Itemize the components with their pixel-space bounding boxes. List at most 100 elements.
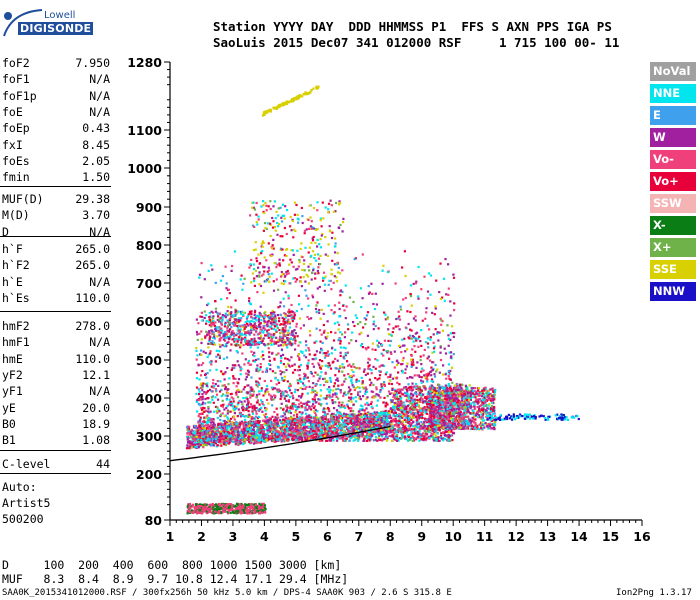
echo-point: [456, 383, 459, 386]
echo-point: [417, 389, 420, 392]
echo-point: [315, 327, 318, 330]
echo-point: [207, 407, 210, 410]
echo-point: [385, 418, 388, 421]
echo-point: [435, 434, 438, 438]
echo-point: [297, 421, 300, 424]
echo-point: [215, 429, 218, 432]
echo-point: [281, 390, 284, 393]
echo-point: [378, 370, 381, 373]
echo-point: [416, 432, 419, 435]
echo-point: [207, 432, 210, 435]
echo-point: [361, 386, 364, 389]
echo-point: [404, 414, 407, 417]
echo-point: [237, 430, 240, 433]
echo-point: [328, 391, 331, 394]
echo-point: [359, 344, 363, 347]
echo-point: [297, 294, 300, 297]
echo-point: [203, 428, 206, 431]
echo-point: [349, 398, 352, 401]
echo-point: [305, 386, 308, 389]
echo-point: [195, 349, 198, 352]
echo-point: [305, 344, 308, 347]
echo-point: [217, 353, 220, 356]
echo-point: [375, 418, 378, 421]
echo-point: [326, 431, 329, 434]
echo-point: [295, 423, 298, 426]
echo-point: [353, 388, 356, 392]
echo-point: [288, 429, 291, 432]
echo-point: [251, 407, 254, 410]
echo-point: [211, 428, 214, 431]
echo-point: [271, 370, 274, 373]
echo-point: [323, 352, 326, 355]
param-value: N/A: [89, 72, 110, 87]
echo-point: [227, 431, 230, 434]
echo-point: [382, 418, 385, 422]
echo-point: [368, 419, 371, 422]
echo-point: [452, 353, 455, 356]
echo-point: [222, 419, 225, 423]
echo-point: [388, 382, 391, 385]
echo-point: [330, 416, 333, 419]
echo-point: [421, 427, 424, 430]
echo-point: [364, 425, 367, 428]
echo-point: [436, 368, 439, 371]
echo-point: [366, 311, 370, 314]
echo-point: [276, 431, 279, 434]
echo-point: [367, 365, 370, 368]
echo-point: [388, 434, 391, 437]
echo-point: [246, 438, 249, 442]
echo-point: [392, 414, 395, 417]
echo-point: [200, 432, 204, 435]
echo-point: [338, 401, 341, 404]
echo-point: [247, 359, 250, 363]
echo-point: [363, 409, 366, 412]
echo-point: [312, 267, 315, 270]
echo-point: [302, 431, 305, 434]
echo-point: [273, 424, 276, 427]
echo-point: [380, 427, 383, 430]
echo-point: [389, 431, 392, 434]
echo-point: [434, 436, 437, 439]
echo-point: [258, 275, 261, 278]
header-values: SaoLuis 2015 Dec07 341 012000 RSF 1 715 …: [213, 35, 620, 50]
echo-point: [298, 428, 301, 431]
echo-point: [195, 346, 198, 350]
echo-point: [327, 353, 330, 356]
echo-point: [348, 296, 352, 299]
param-name: h`F2: [2, 258, 30, 273]
echo-point: [336, 429, 339, 432]
echo-point: [433, 394, 436, 398]
echo-point: [380, 416, 383, 419]
echo-point: [312, 406, 316, 409]
echo-point: [419, 433, 422, 436]
echo-point: [260, 355, 263, 358]
echo-point: [297, 424, 300, 427]
echo-point: [254, 322, 257, 325]
echo-point: [328, 428, 331, 431]
echo-point: [252, 417, 255, 420]
echo-point: [319, 246, 322, 249]
echo-point: [207, 342, 210, 345]
echo-point: [248, 440, 251, 444]
echo-point: [198, 424, 201, 427]
echo-point: [311, 386, 314, 389]
echo-point: [425, 398, 428, 401]
echo-point: [300, 434, 303, 437]
echo-point: [248, 300, 251, 303]
echo-point: [225, 439, 228, 442]
param-name: fmin: [2, 170, 30, 185]
echo-point: [231, 437, 234, 440]
echo-point: [267, 390, 270, 393]
echo-point: [369, 384, 372, 387]
echo-point: [222, 431, 225, 434]
echo-point: [349, 425, 352, 429]
echo-point: [338, 323, 341, 326]
echo-point: [365, 318, 368, 321]
echo-point: [312, 426, 315, 429]
echo-point: [386, 417, 389, 420]
echo-point: [408, 386, 412, 389]
echo-point: [404, 274, 407, 278]
echo-point: [403, 426, 407, 429]
echo-point: [247, 373, 250, 376]
